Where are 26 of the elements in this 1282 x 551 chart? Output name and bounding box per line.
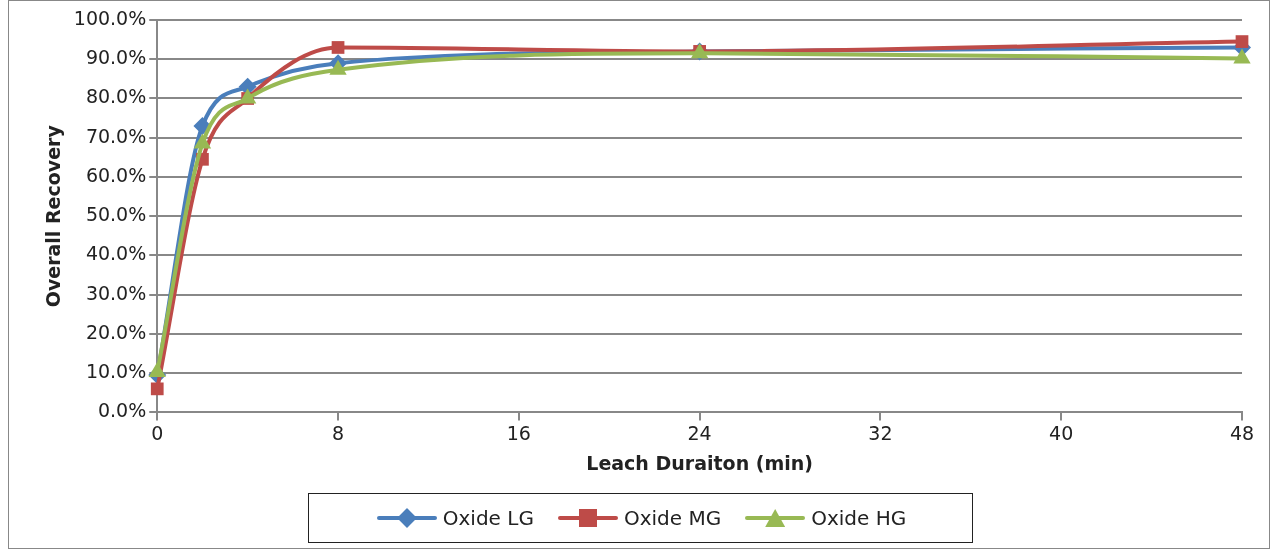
legend-label: Oxide LG [442, 506, 534, 530]
legend-label: Oxide HG [811, 506, 907, 530]
x-tick-label: 8 [331, 421, 345, 444]
y-tick-label: 70.0% [85, 124, 147, 147]
x-tick-label: 40 [1049, 421, 1074, 444]
y-tick-label: 30.0% [85, 281, 147, 304]
x-tick-label: 48 [1229, 421, 1255, 444]
x-tick-label: 24 [687, 421, 712, 444]
point [1235, 35, 1249, 48]
y-tick-label: 100.0% [73, 6, 147, 29]
y-tick-label: 80.0% [85, 85, 147, 108]
y-tick-label: 40.0% [85, 242, 147, 265]
y-tick-label: 50.0% [85, 203, 147, 226]
y-tick-label: 10.0% [85, 360, 147, 383]
y-tick-label: 90.0% [85, 46, 147, 69]
y-tick-label: 20.0% [85, 320, 147, 343]
y-tick-label: 0.0% [97, 399, 147, 422]
point [150, 382, 164, 396]
x-tick-label: 32 [868, 421, 893, 444]
y-tick-label: 60.0% [85, 163, 147, 186]
point [331, 41, 345, 54]
y-axis-title: Overall Recovery [42, 124, 65, 308]
x-axis-title: Leach Duraiton (min) [586, 451, 813, 474]
legend-label: Oxide MG [623, 506, 722, 530]
x-tick-label: 0 [151, 421, 164, 444]
x-tick-label: 16 [506, 421, 531, 444]
